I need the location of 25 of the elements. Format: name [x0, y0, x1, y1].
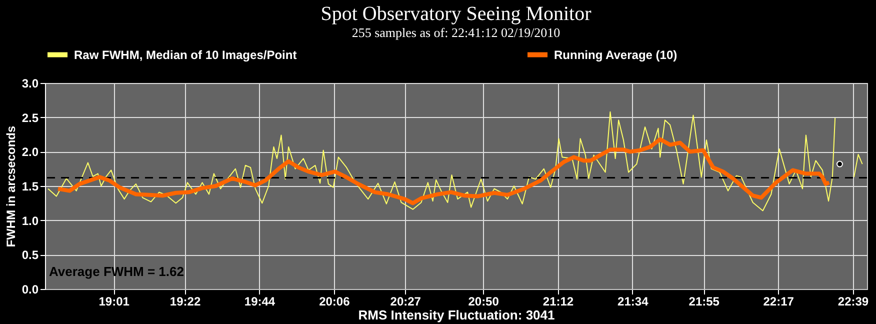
y-tick-label: 2.0 — [22, 145, 39, 160]
x-tick-label: 19:22 — [170, 294, 201, 308]
y-tick-label: 0.5 — [22, 248, 39, 262]
x-tick-label: 22:39 — [838, 294, 869, 308]
x-tick-label: 22:17 — [763, 294, 794, 308]
x-tick-label: 20:06 — [319, 294, 350, 308]
x-tick-label: 21:12 — [542, 294, 574, 308]
x-tick-label: 21:34 — [618, 294, 649, 308]
x-tick-label: 19:44 — [244, 294, 276, 308]
y-tick-label: 1.5 — [22, 180, 39, 194]
x-tick-label: 20:27 — [390, 294, 422, 308]
line-series — [56, 137, 832, 206]
x-tick-label: 19:01 — [98, 294, 130, 308]
x-tick-label: 21:55 — [688, 294, 720, 308]
y-axis-title: FWHM in arcseconds — [4, 126, 18, 248]
chart-title: Spot Observatory Seeing Monitor — [320, 3, 592, 25]
legend-label: Raw FWHM, Median of 10 Images/Point — [74, 48, 297, 62]
chart-subtitle: 255 samples as of: 22:41:12 02/19/2010 — [352, 25, 560, 40]
y-tick-label: 2.5 — [22, 110, 39, 125]
legend-label: Running Average (10) — [554, 48, 678, 62]
y-tick-label: 1.0 — [22, 214, 39, 228]
y-tick-label: 0.0 — [22, 282, 39, 296]
x-tick-label: 20:50 — [468, 294, 500, 308]
y-tick-label: 3.0 — [22, 76, 39, 90]
x-axis-title: RMS Intensity Fluctuation: 3041 — [358, 308, 555, 322]
